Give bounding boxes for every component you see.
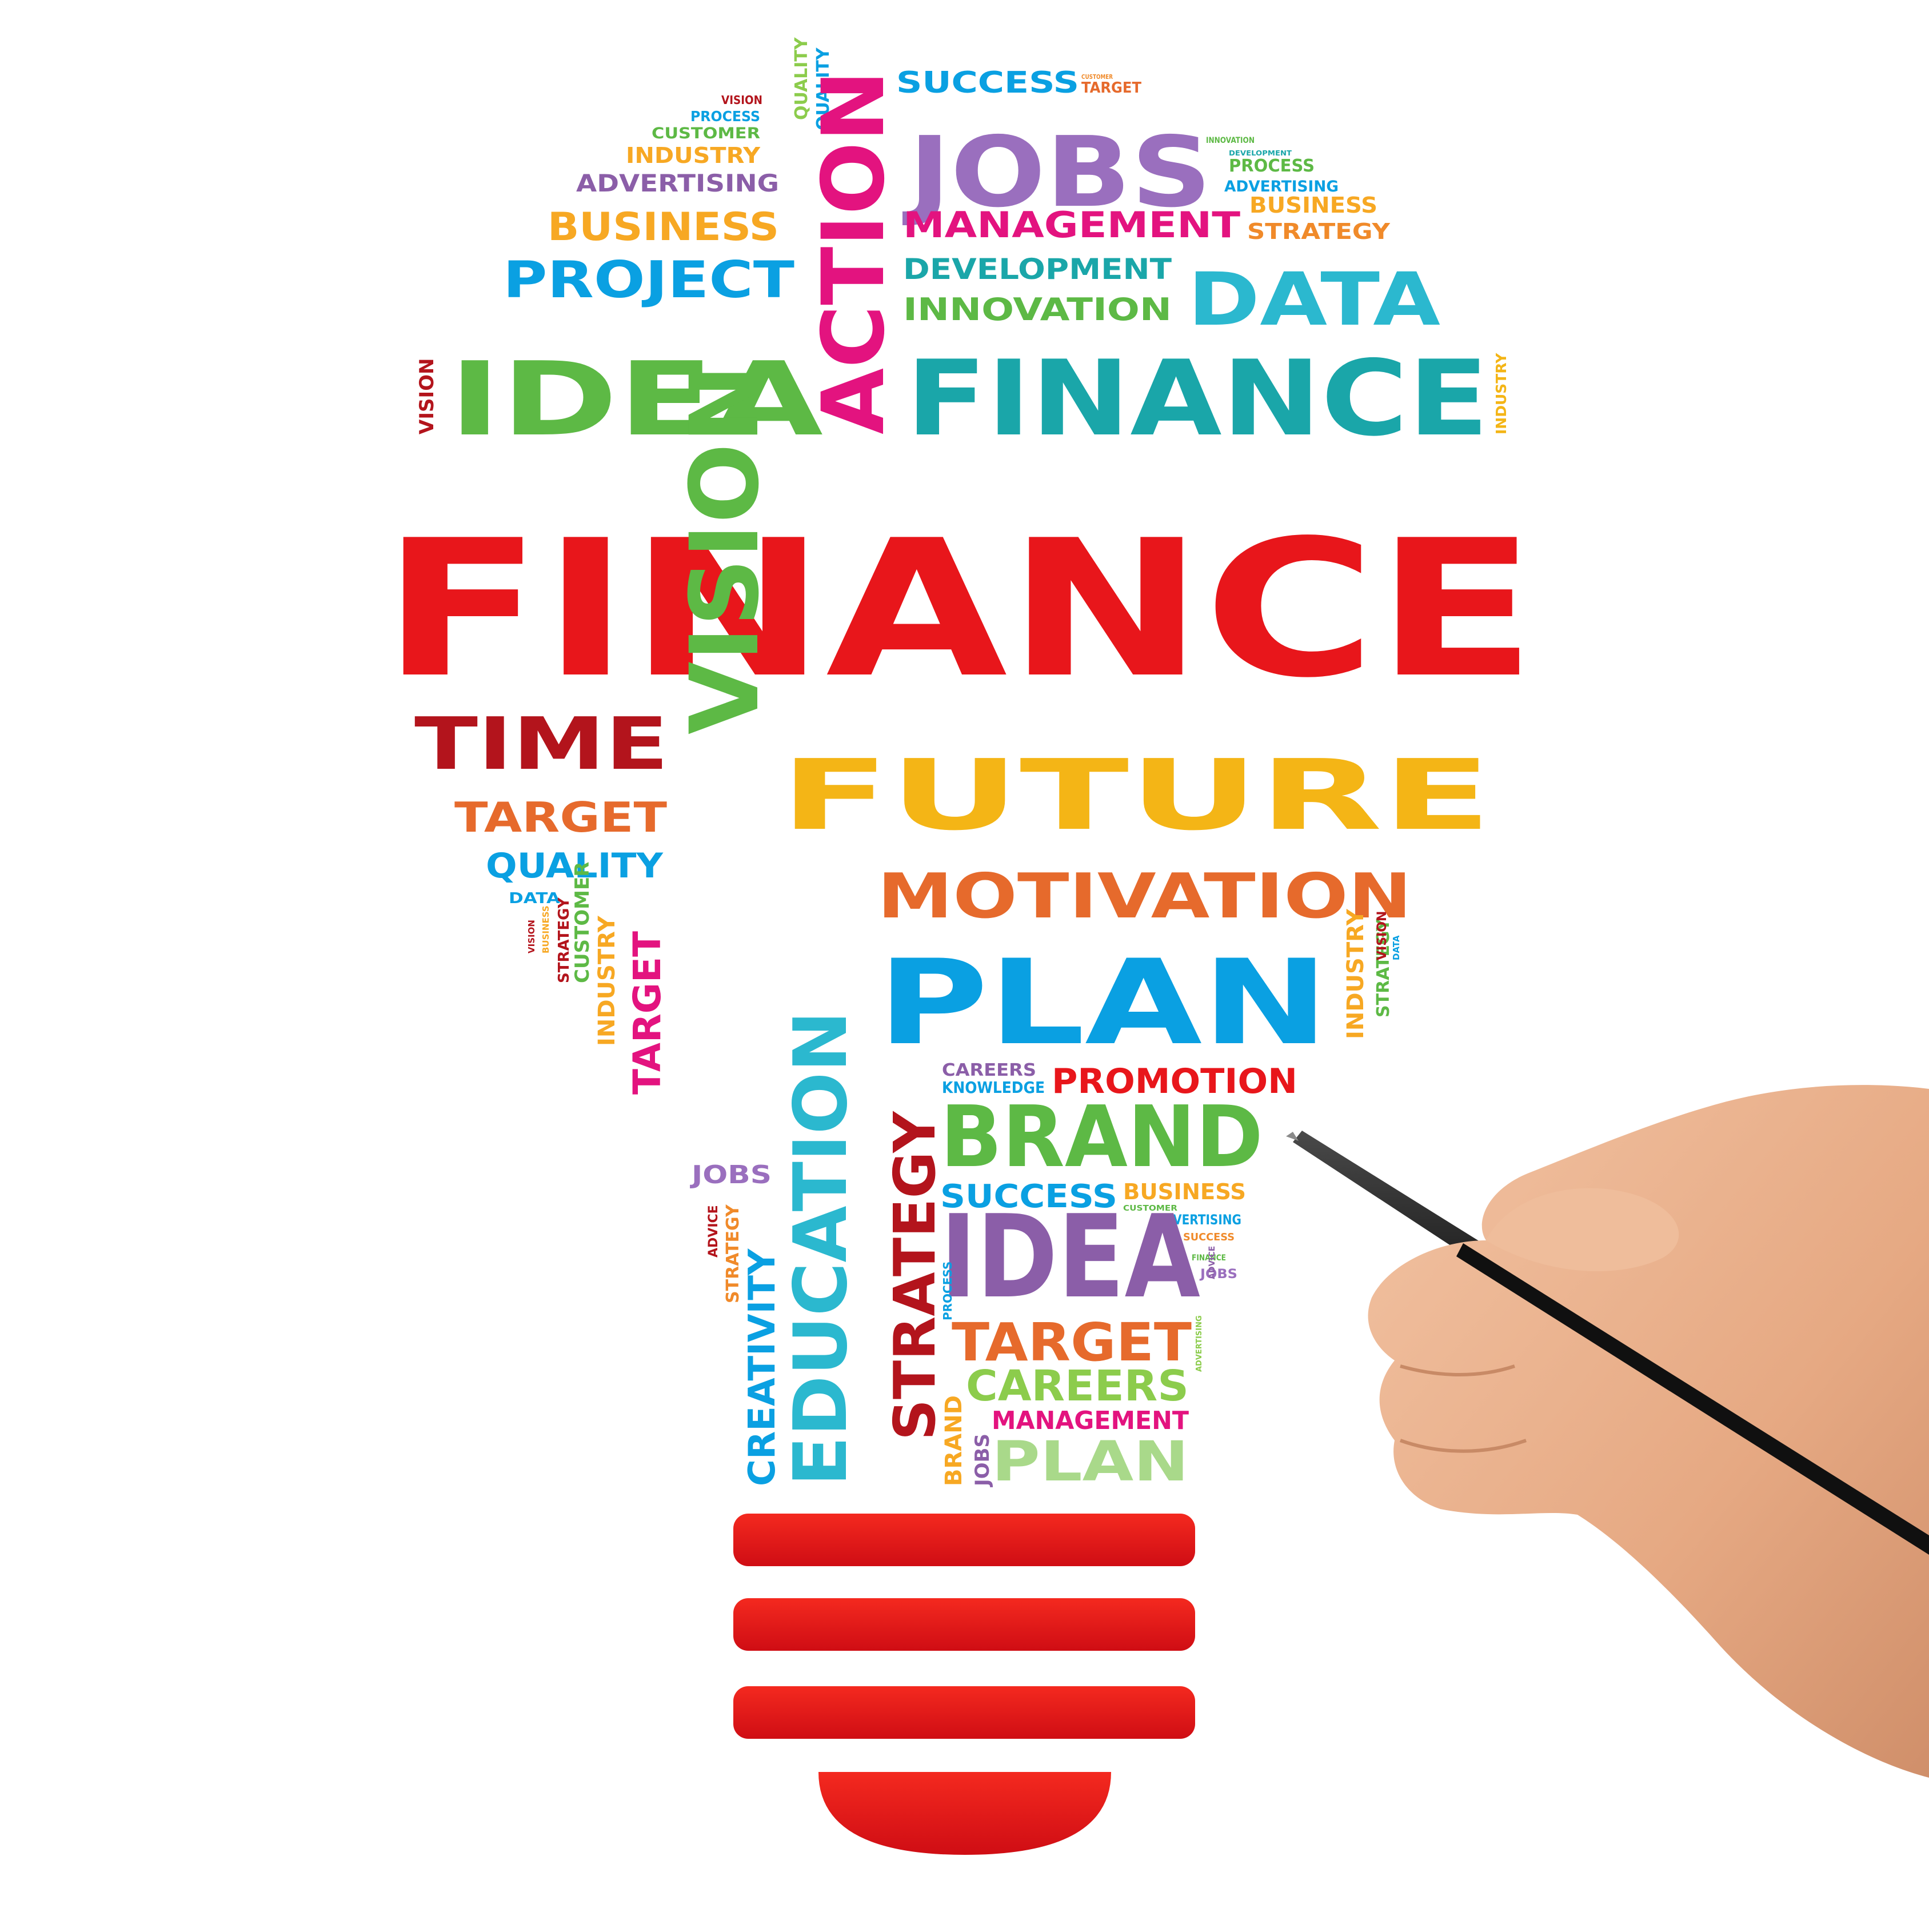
word-success: SUCCESS	[896, 66, 1079, 100]
word-advertising: ADVERTISING	[1155, 1212, 1241, 1228]
word-strategy: STRATEGY	[1247, 219, 1391, 244]
word-education: EDUCATION	[778, 1011, 864, 1486]
word-idea: IDEA	[940, 1191, 1200, 1324]
hand-icon	[1368, 1085, 1929, 1778]
word-advice: ADVICE	[1208, 1246, 1217, 1279]
word-motivation: MOTIVATION	[877, 861, 1412, 932]
word-innovation: INNOVATION	[903, 292, 1172, 328]
word-advertising: ADVERTISING	[576, 169, 779, 197]
word-promotion: PROMOTION	[1052, 1061, 1297, 1101]
word-customer: CUSTOMER	[1081, 73, 1113, 81]
word-target: TARGET	[454, 793, 667, 841]
word-vision: VISION	[721, 93, 762, 107]
word-business: BUSINESS	[541, 905, 551, 953]
hand-with-pen	[1286, 1085, 1929, 1778]
word-strategy: STRATEGY	[723, 1204, 743, 1303]
word-management: MANAGEMENT	[992, 1406, 1189, 1435]
word-vision: VISION	[416, 358, 438, 434]
word-future: FUTURE	[780, 739, 1492, 852]
word-jobs: JOBS	[902, 116, 1212, 229]
knuckle-line	[1399, 1439, 1527, 1453]
word-customer: CUSTOMER	[1123, 1204, 1177, 1213]
bulb-base-band	[733, 1514, 1195, 1566]
word-finance: FINANCE	[906, 338, 1489, 459]
knuckle-line	[1400, 1364, 1515, 1376]
word-business: BUSINESS	[548, 205, 779, 250]
word-careers: CAREERS	[966, 1362, 1189, 1411]
word-idea: IDEA	[449, 340, 823, 458]
word-creativity: CREATIVITY	[741, 1248, 784, 1486]
word-finance: FINANCE	[382, 500, 1536, 719]
word-target: TARGET	[625, 931, 669, 1095]
word-data: DATA	[1391, 935, 1401, 960]
word-vision: VISION	[1375, 911, 1389, 960]
word-strategy: STRATEGY	[881, 1111, 948, 1440]
word-quality: QUALITY	[486, 846, 664, 886]
word-process: PROCESS	[690, 108, 760, 125]
word-strategy: STRATEGY	[1373, 918, 1393, 1017]
word-data: DATA	[1188, 257, 1440, 342]
word-success: SUCCESS	[940, 1178, 1117, 1215]
word-brand: BRAND	[941, 1395, 967, 1486]
bulb-base-tip	[818, 1772, 1111, 1855]
word-jobs: JOBS	[971, 1434, 994, 1487]
word-success: SUCCESS	[1183, 1231, 1235, 1243]
word-vision: VISION	[526, 920, 537, 953]
word-quality: QUALITY	[792, 37, 812, 120]
word-knowledge: KNOWLEDGE	[942, 1078, 1045, 1097]
word-advertising: ADVERTISING	[1195, 1315, 1204, 1372]
word-development: DEVELOPMENT	[1229, 149, 1292, 157]
word-data: DATA	[509, 890, 560, 907]
word-industry: INDUSTRY	[1343, 908, 1369, 1039]
word-process: PROCESS	[941, 1262, 954, 1320]
bulb-base-band	[733, 1598, 1195, 1651]
bulb-base-band	[733, 1686, 1195, 1739]
pen-tip-icon	[1286, 1132, 1299, 1141]
word-strategy: STRATEGY	[556, 897, 573, 983]
word-management: MANAGEMENT	[903, 204, 1240, 246]
word-jobs: JOBS	[689, 1160, 772, 1189]
word-target: TARGET	[1081, 79, 1141, 97]
pen-over-fingers-icon	[1456, 1243, 1929, 1555]
word-vision: VISION	[670, 364, 780, 735]
word-quality: QUALITY	[813, 47, 833, 130]
word-process: PROCESS	[1229, 156, 1315, 176]
word-business: BUSINESS	[1123, 1179, 1246, 1204]
word-brand: BRAND	[940, 1088, 1263, 1186]
word-industry: INDUSTRY	[626, 143, 761, 168]
word-cloud: SUCCESS CUSTOMERTARGETVISIONPROCESSCUSTOM…	[382, 37, 1536, 1494]
word-time: TIME	[414, 702, 669, 786]
word-customer: CUSTOMER	[571, 862, 594, 983]
bulb-base	[733, 1514, 1195, 1855]
word-jobs: JOBS	[1199, 1267, 1237, 1282]
word-action: ACTION	[804, 70, 904, 434]
word-customer: CUSTOMER	[652, 125, 760, 142]
word-industry: INDUSTRY	[594, 915, 620, 1046]
word-development: DEVELOPMENT	[903, 253, 1172, 286]
word-business: BUSINESS	[1249, 193, 1377, 218]
word-project: PROJECT	[503, 250, 794, 309]
word-advertising: ADVERTISING	[1224, 178, 1339, 195]
word-finance: FINANCE	[1192, 1254, 1226, 1263]
word-careers: CAREERS	[942, 1060, 1036, 1080]
word-target: TARGET	[952, 1312, 1192, 1373]
word-plan: PLAN	[992, 1430, 1189, 1494]
word-industry: INDUSTRY	[1493, 353, 1509, 434]
word-advice: ADVICE	[706, 1205, 721, 1258]
word-plan: PLAN	[877, 935, 1329, 1071]
word-innovation: INNOVATION	[1206, 136, 1255, 145]
thumb-icon	[1486, 1188, 1679, 1271]
